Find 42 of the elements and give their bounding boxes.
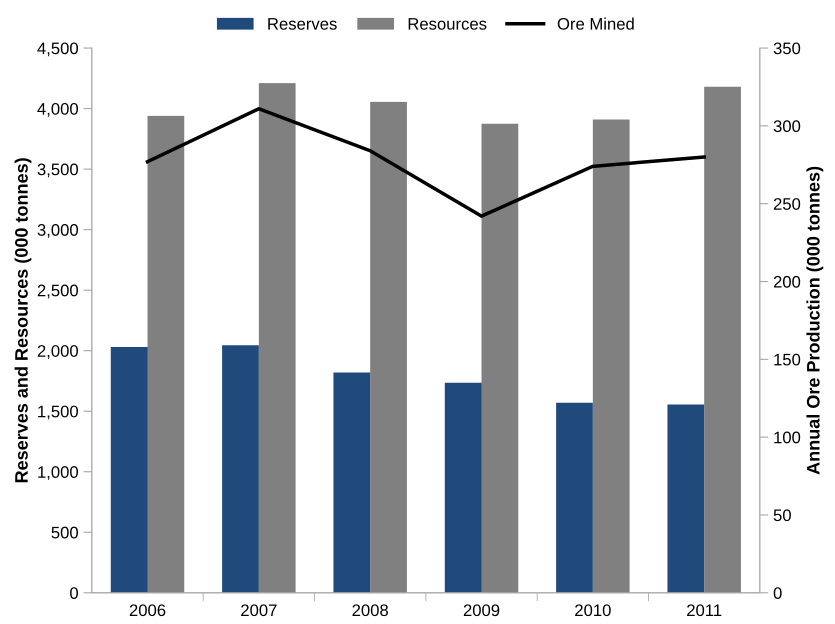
x-tick-label: 2009 xyxy=(464,604,500,616)
y-tick-label: 1,000 xyxy=(38,466,78,480)
y-tick-label: 0 xyxy=(70,587,78,600)
y-tick-label: 3,500 xyxy=(38,164,78,178)
line-series xyxy=(146,107,706,218)
y2-tick-label: 150 xyxy=(774,354,800,366)
y-tick-label: 4,500 xyxy=(37,42,78,56)
bar xyxy=(482,124,518,593)
y-tick-label: 500 xyxy=(52,526,78,538)
bar xyxy=(222,345,259,593)
bar xyxy=(110,347,148,593)
y2-tick-label: 350 xyxy=(774,42,800,54)
bar xyxy=(556,402,593,593)
legend-label: Ore Mined xyxy=(558,18,634,30)
y-tick-label: 2,000 xyxy=(38,345,78,359)
bar xyxy=(667,404,704,593)
x-tick-label: 2010 xyxy=(575,604,611,616)
x-tick-label: 2011 xyxy=(687,604,722,616)
bar xyxy=(704,86,741,593)
y2-axis-title: Annual Ore Production (000 tonnes) xyxy=(806,166,824,474)
y-tick-label: 1,500 xyxy=(38,406,78,420)
legend-label: Reserves xyxy=(268,18,337,30)
y-tick-label: 3,000 xyxy=(38,224,78,238)
y-axis-title: Reserves and Resources (000 tonnes) xyxy=(14,158,32,482)
bar xyxy=(370,102,407,593)
x-tick-label: 2006 xyxy=(130,604,166,616)
y-tick-label: 4,000 xyxy=(37,102,78,117)
bar xyxy=(592,119,630,593)
y2-tick-label: 200 xyxy=(774,276,800,288)
bar xyxy=(258,83,296,593)
y-tick-label: 2,500 xyxy=(38,284,78,298)
x-tick-label: 2008 xyxy=(352,604,388,616)
y2-tick-label: 0 xyxy=(774,587,782,600)
bar xyxy=(333,372,370,593)
bar xyxy=(148,116,184,593)
bar xyxy=(444,382,482,593)
legend-label: Resources xyxy=(408,18,486,30)
y2-tick-label: 100 xyxy=(774,432,800,444)
y2-tick-label: 250 xyxy=(774,198,800,210)
y2-tick-label: 300 xyxy=(774,120,800,132)
y2-tick-label: 50 xyxy=(774,509,791,522)
x-tick-label: 2007 xyxy=(241,604,277,616)
